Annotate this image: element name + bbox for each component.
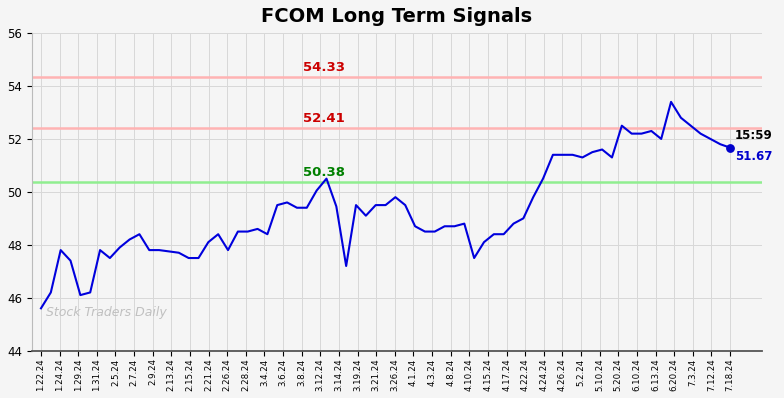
Text: Stock Traders Daily: Stock Traders Daily bbox=[46, 306, 167, 319]
Text: 54.33: 54.33 bbox=[303, 61, 345, 74]
Text: 51.67: 51.67 bbox=[735, 150, 772, 163]
Text: 52.41: 52.41 bbox=[303, 112, 345, 125]
Text: 15:59: 15:59 bbox=[735, 129, 772, 142]
Text: 50.38: 50.38 bbox=[303, 166, 345, 179]
Title: FCOM Long Term Signals: FCOM Long Term Signals bbox=[261, 7, 532, 26]
Point bbox=[724, 144, 736, 151]
